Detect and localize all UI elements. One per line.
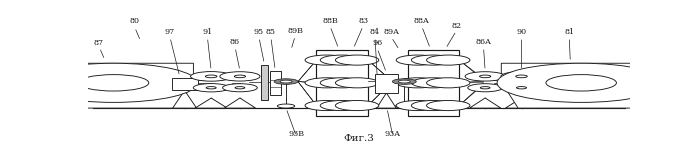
Text: 91: 91	[202, 28, 213, 36]
Circle shape	[396, 78, 440, 88]
Circle shape	[546, 75, 617, 91]
Circle shape	[501, 72, 542, 81]
Text: 88B: 88B	[322, 17, 338, 25]
Polygon shape	[505, 98, 538, 108]
Circle shape	[412, 78, 455, 88]
Text: 85: 85	[266, 28, 276, 36]
Circle shape	[497, 63, 665, 102]
Circle shape	[465, 72, 505, 81]
Bar	[261, 65, 268, 101]
Circle shape	[223, 84, 258, 92]
Text: 88A: 88A	[414, 17, 430, 25]
Circle shape	[274, 79, 298, 84]
Polygon shape	[173, 90, 197, 108]
Circle shape	[205, 75, 217, 78]
Circle shape	[78, 75, 149, 91]
Bar	[375, 74, 398, 93]
Text: 80: 80	[130, 17, 140, 25]
Polygon shape	[224, 98, 256, 108]
Text: 90: 90	[517, 28, 526, 36]
Circle shape	[305, 101, 349, 111]
Bar	[270, 72, 281, 95]
Circle shape	[426, 78, 470, 88]
Circle shape	[220, 72, 260, 81]
Circle shape	[396, 101, 440, 111]
Circle shape	[29, 63, 197, 102]
Text: 89B: 89B	[287, 27, 303, 35]
Circle shape	[235, 87, 245, 89]
Text: 93A: 93A	[385, 130, 401, 138]
Circle shape	[335, 55, 379, 65]
Circle shape	[396, 55, 440, 65]
Bar	[407, 50, 459, 116]
Text: 86A: 86A	[475, 38, 491, 46]
Circle shape	[193, 84, 229, 92]
Polygon shape	[34, 63, 193, 108]
Circle shape	[412, 55, 455, 65]
Polygon shape	[377, 93, 396, 108]
Polygon shape	[195, 98, 228, 108]
Text: 95: 95	[254, 28, 264, 36]
Circle shape	[412, 101, 455, 111]
Circle shape	[277, 104, 295, 108]
Text: 93B: 93B	[288, 130, 304, 138]
Text: 83: 83	[358, 17, 368, 25]
Circle shape	[468, 84, 503, 92]
Circle shape	[393, 79, 416, 84]
Circle shape	[426, 101, 470, 111]
Circle shape	[398, 80, 410, 83]
Circle shape	[280, 80, 292, 83]
Circle shape	[503, 84, 540, 92]
Circle shape	[320, 78, 363, 88]
Circle shape	[190, 72, 232, 81]
Circle shape	[305, 55, 349, 65]
Bar	[316, 50, 368, 116]
Circle shape	[480, 87, 490, 89]
Text: 86: 86	[230, 38, 240, 46]
Text: 97: 97	[165, 28, 175, 36]
Circle shape	[206, 87, 216, 89]
Text: 81: 81	[564, 28, 574, 36]
Text: 96: 96	[372, 40, 382, 47]
Circle shape	[335, 101, 379, 111]
Text: 84: 84	[370, 28, 380, 36]
Text: 82: 82	[452, 22, 461, 30]
Text: Фиг.3: Фиг.3	[343, 134, 374, 143]
Polygon shape	[470, 98, 500, 108]
Circle shape	[480, 75, 491, 78]
Polygon shape	[501, 63, 661, 108]
Bar	[172, 78, 197, 90]
Circle shape	[395, 104, 413, 108]
Circle shape	[320, 55, 363, 65]
Circle shape	[234, 75, 246, 78]
Circle shape	[305, 78, 349, 88]
Circle shape	[517, 87, 526, 89]
Circle shape	[320, 101, 363, 111]
Circle shape	[335, 78, 379, 88]
Circle shape	[516, 75, 527, 78]
Text: 87: 87	[93, 39, 104, 47]
Circle shape	[426, 55, 470, 65]
Text: 89A: 89A	[384, 28, 399, 36]
